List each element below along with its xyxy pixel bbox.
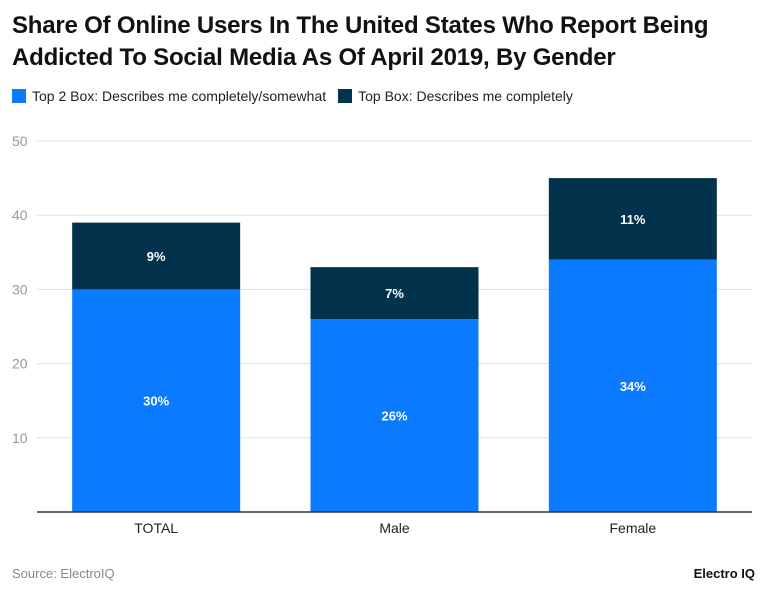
data-label: 26% [381, 409, 407, 424]
data-label: 30% [143, 394, 169, 409]
bar-segment [548, 259, 717, 512]
data-label: 9% [147, 249, 166, 264]
legend: Top 2 Box: Describes me completely/somew… [12, 88, 573, 104]
bar-segment [72, 222, 241, 290]
x-tick-label: Female [609, 520, 656, 536]
legend-label: Top Box: Describes me completely [358, 88, 573, 104]
legend-swatch [12, 89, 26, 103]
bar-segment [310, 267, 479, 320]
bar-segment [310, 319, 479, 512]
data-label: 34% [620, 379, 646, 394]
y-tick-label: 10 [12, 430, 28, 446]
y-tick-label: 30 [12, 281, 28, 297]
legend-label: Top 2 Box: Describes me completely/somew… [32, 88, 327, 104]
bar-segment [72, 289, 241, 512]
y-tick-label: 20 [12, 356, 28, 372]
y-tick-label: 50 [12, 133, 28, 149]
x-tick-label: Male [379, 520, 410, 536]
legend-item-top: Top Box: Describes me completely [338, 88, 573, 104]
source-note: Source: ElectroIQ [12, 566, 115, 581]
data-label: 7% [385, 286, 404, 301]
x-tick-label: TOTAL [134, 520, 178, 536]
brand-logo: Electro IQ [693, 566, 755, 581]
y-tick-label: 40 [12, 207, 28, 223]
legend-item-top2: Top 2 Box: Describes me completely/somew… [12, 88, 326, 104]
legend-swatch [338, 89, 353, 103]
bar-segment [548, 178, 717, 260]
chart-title: Share Of Online Users In The United Stat… [12, 12, 709, 71]
data-label: 11% [620, 212, 646, 227]
